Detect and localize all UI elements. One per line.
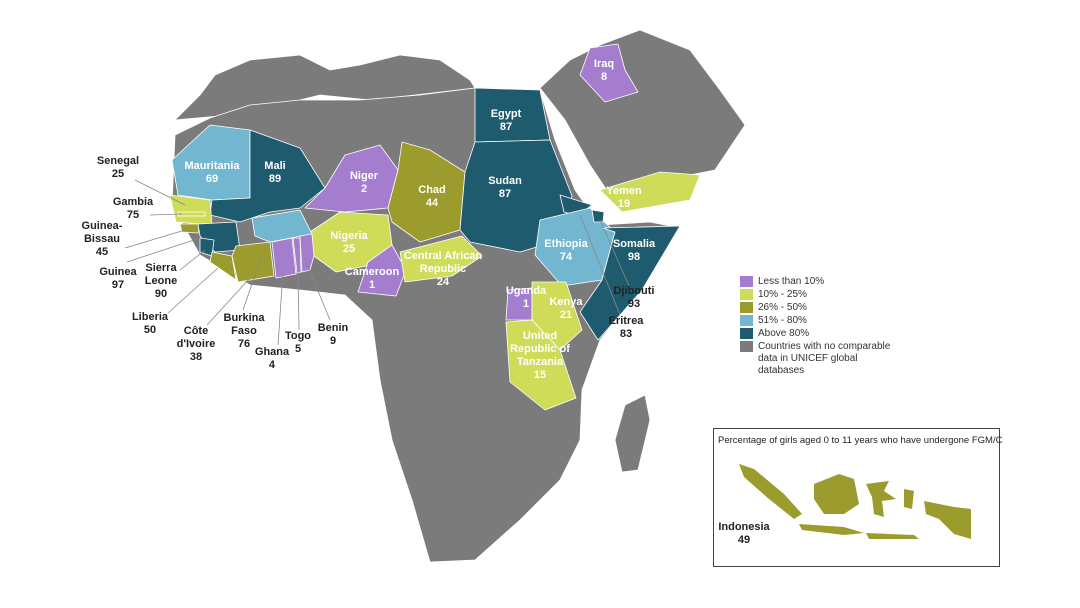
island-sumatra <box>739 464 802 519</box>
label-mauritania: Mauritania 69 <box>184 160 240 185</box>
country-somalia[interactable] <box>579 225 681 341</box>
country-tanzania[interactable] <box>505 319 577 411</box>
country-iraq[interactable] <box>579 43 639 103</box>
inset-title: Percentage of girls aged 0 to 11 years w… <box>718 435 1003 446</box>
country-benin[interactable] <box>299 233 315 273</box>
country-cote-divoire[interactable] <box>231 241 275 283</box>
legend-item-26-50: 26% - 50% <box>740 302 898 314</box>
label-mali: Mali 89 <box>264 160 286 185</box>
indonesia-map <box>739 464 971 539</box>
leader-lines <box>124 179 631 346</box>
legend-label: 51% - 80% <box>758 315 807 326</box>
indonesia-inset: Percentage of girls aged 0 to 11 years w… <box>713 428 1003 567</box>
island-maluku <box>904 489 914 509</box>
label-liberia: Liberia 50 <box>131 311 169 336</box>
country-liberia[interactable] <box>209 251 237 281</box>
legend-item-10-25: 10% - 25% <box>740 289 898 301</box>
label-cameroon: Cameroon 1 <box>344 266 400 291</box>
label-iraq: Iraq 8 <box>593 58 615 83</box>
label-indonesia: Indonesia 49 <box>718 521 770 546</box>
legend-swatch <box>740 341 753 352</box>
label-egypt: Egypt 87 <box>490 108 522 133</box>
label-ethiopia: Ethiopia 74 <box>544 238 588 263</box>
legend-swatch <box>740 315 753 326</box>
island-sulawesi <box>866 481 896 517</box>
madagascar <box>614 394 651 473</box>
label-guinea-bissau: Guinea-Bissau 45 <box>81 220 123 258</box>
country-ghana[interactable] <box>271 237 297 279</box>
island-papua <box>924 501 971 539</box>
country-senegal[interactable] <box>169 194 213 226</box>
legend-label: Less than 10% <box>758 276 825 287</box>
country-mali[interactable] <box>209 129 326 223</box>
label-senegal: Senegal 25 <box>96 155 140 180</box>
label-somalia: Somalia 98 <box>612 238 656 263</box>
label-yemen: Yemen 19 <box>606 185 642 210</box>
island-java <box>799 524 864 535</box>
country-togo[interactable] <box>292 237 302 274</box>
label-niger: Niger 2 <box>349 170 379 195</box>
country-car[interactable] <box>399 235 483 283</box>
legend-label: 10% - 25% <box>758 289 807 300</box>
label-tanzania: United Republic of Tanzania 15 <box>510 330 570 381</box>
label-togo: Togo 5 <box>284 330 312 355</box>
country-djibouti[interactable] <box>591 209 605 223</box>
legend-label: 26% - 50% <box>758 302 807 313</box>
label-sudan: Sudan 87 <box>488 175 522 200</box>
legend-item-51-80: 51% - 80% <box>740 315 898 327</box>
arabia-landmass <box>539 29 746 196</box>
country-guinea-bissau[interactable] <box>179 223 201 234</box>
label-gambia: Gambia 75 <box>112 196 154 221</box>
legend: Less than 10% 10% - 25% 26% - 50% 51% - … <box>740 276 898 378</box>
legend-item-no-data: Countries with no comparable data in UNI… <box>740 341 898 377</box>
island-lesser-sunda <box>866 533 919 539</box>
legend-swatch <box>740 276 753 287</box>
legend-swatch <box>740 302 753 313</box>
island-borneo <box>814 474 859 514</box>
legend-item-less-than-10: Less than 10% <box>740 276 898 288</box>
legend-swatch <box>740 289 753 300</box>
label-sierra-leone: Sierra Leone 90 <box>144 262 178 300</box>
label-uganda: Uganda 1 <box>505 285 547 310</box>
label-kenya: Kenya 21 <box>549 296 583 321</box>
label-benin: Benin 9 <box>317 322 349 347</box>
legend-swatch <box>740 328 753 339</box>
label-guinea: Guinea 97 <box>99 266 137 291</box>
label-nigeria: Nigeria 25 <box>330 230 368 255</box>
label-eritrea: Eritrea 83 <box>608 315 644 340</box>
label-djibouti: Djibouti 93 <box>613 285 655 310</box>
label-cote-divoire: Côte d'Ivoire 38 <box>176 325 216 363</box>
label-car: Central African Republic 24 <box>403 250 483 288</box>
country-yemen[interactable] <box>599 171 701 213</box>
legend-item-above-80: Above 80% <box>740 328 898 340</box>
country-gambia[interactable] <box>177 211 206 217</box>
label-chad: Chad 44 <box>418 184 446 209</box>
label-ghana: Ghana 4 <box>254 346 290 371</box>
legend-label: Countries with no comparable data in UNI… <box>758 341 891 376</box>
europe-landmass <box>174 54 476 121</box>
label-burkina-faso: Burkina Faso 76 <box>223 312 265 350</box>
country-cameroon[interactable] <box>357 244 407 297</box>
legend-label: Above 80% <box>758 328 810 339</box>
